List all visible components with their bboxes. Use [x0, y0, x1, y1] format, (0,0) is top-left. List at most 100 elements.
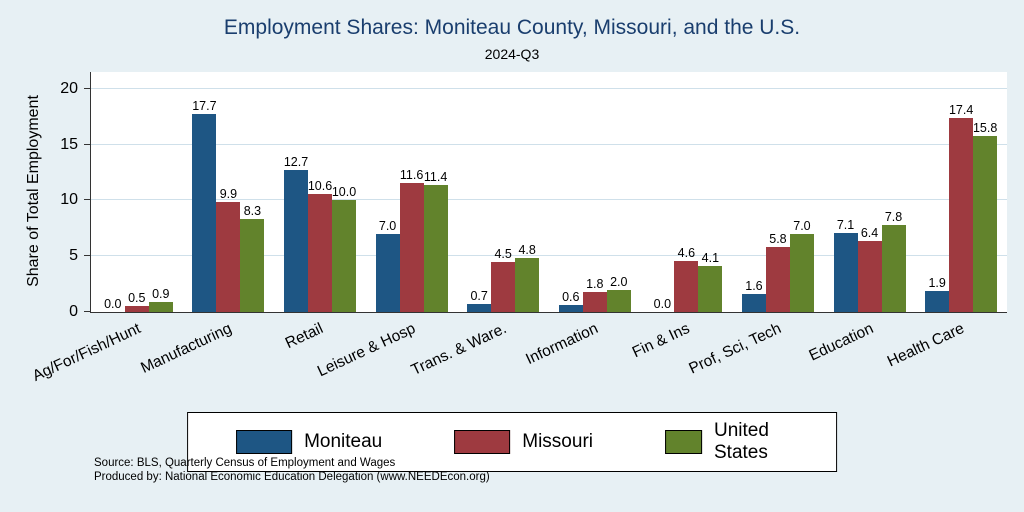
gridline	[91, 143, 1007, 145]
bar-group: 7.0 11.6 11.4	[366, 72, 458, 312]
bar	[925, 290, 950, 312]
source-line-2: Produced by: National Economic Education…	[94, 471, 490, 483]
bar-wrap: 0.5	[124, 72, 149, 312]
legend-swatch	[664, 430, 702, 454]
y-axis-label: Share of Total Employment	[25, 95, 42, 287]
bar-wrap: 6.4	[857, 72, 882, 312]
x-tick-label: Fin & Ins	[629, 320, 693, 362]
gridline	[91, 87, 1007, 89]
bar-wrap: 0.7	[467, 72, 492, 312]
bar-wrap: 1.8	[582, 72, 607, 312]
bar-value-label: 0.5	[128, 291, 146, 306]
bar	[240, 219, 265, 312]
bar	[216, 201, 241, 312]
bar-value-label: 5.8	[769, 232, 787, 247]
bar-value-label: 10.0	[331, 185, 357, 200]
bar-value-label: 0.0	[653, 297, 672, 311]
bar-wrap: 7.0	[789, 72, 814, 312]
bar-value-label: 4.6	[677, 245, 696, 260]
bar	[375, 233, 400, 312]
bar	[423, 184, 448, 312]
bar	[307, 193, 332, 312]
bar-wrap: 5.8	[765, 72, 790, 312]
y-tick-mark	[84, 143, 90, 145]
y-axis-ticks: 0 5 10 15 20	[52, 72, 90, 320]
x-tick-label: Retail	[283, 320, 327, 353]
bar-value-label: 1.8	[586, 276, 604, 291]
bar	[515, 258, 540, 312]
bar-wrap: 15.8	[973, 72, 997, 312]
bar-wrap: 17.4	[949, 72, 973, 312]
legend-swatch	[236, 430, 293, 454]
y-tick-label: 5	[69, 247, 78, 265]
legend-item: Moniteau	[236, 430, 382, 454]
legend-label: Moniteau	[304, 431, 383, 452]
bar	[124, 306, 149, 312]
bar-value-label: 0.6	[562, 290, 580, 305]
y-tick-mark	[84, 255, 90, 257]
x-axis-category: Information	[523, 314, 640, 394]
bar	[949, 117, 974, 312]
bar-value-label: 11.6	[399, 167, 424, 182]
bar-group: 0.7 4.5 4.8	[457, 72, 549, 312]
bar-value-label: 1.6	[745, 279, 763, 294]
bar-wrap: 0.9	[148, 72, 173, 312]
bar-wrap: 12.7	[284, 72, 308, 312]
x-axis-category: Manufacturing	[138, 314, 274, 394]
bar-value-label: 4.5	[494, 246, 512, 261]
bar-wrap: 7.8	[881, 72, 906, 312]
y-tick-label: 20	[60, 79, 78, 97]
bar-value-label: 12.7	[283, 155, 309, 170]
legend: Moniteau Missouri United States	[187, 412, 837, 472]
bar	[789, 233, 814, 312]
bar	[606, 289, 631, 312]
bar	[857, 240, 882, 312]
bar-wrap: 7.1	[833, 72, 858, 312]
bar	[558, 305, 583, 312]
bar-wrap: 7.0	[375, 72, 400, 312]
bar	[582, 291, 607, 312]
bar-group: 0.0 0.5 0.9	[91, 72, 183, 312]
bar-group: 17.7 9.9 8.3	[183, 72, 275, 312]
bar-value-label: 7.1	[836, 217, 855, 232]
bar-wrap: 1.9	[925, 72, 950, 312]
bar	[148, 301, 173, 312]
chart-subtitle: 2024-Q3	[484, 46, 540, 62]
bar-value-label: 17.7	[192, 99, 217, 114]
bar-value-label: 15.8	[972, 120, 998, 135]
bar-value-label: 7.8	[884, 209, 903, 224]
bar	[741, 294, 766, 312]
bar-wrap: 1.6	[741, 72, 766, 312]
legend-swatch	[454, 430, 511, 454]
x-axis-category: Health Care	[885, 314, 1006, 394]
bar-wrap: 11.6	[399, 72, 424, 312]
bar-groups: 0.0 0.5 0.9 17.7 9.9 8.3 12.7 10.6 10.0 7.0 11.6 11…	[91, 72, 1007, 312]
bar	[973, 135, 998, 312]
bar-wrap: 4.1	[698, 72, 723, 312]
bar-wrap: 4.5	[491, 72, 516, 312]
gridline	[91, 255, 1007, 257]
bar-wrap: 0.0	[650, 72, 674, 312]
bar-wrap: 8.3	[240, 72, 265, 312]
bar	[283, 170, 308, 312]
y-tick-label: 10	[60, 191, 78, 209]
y-tick-mark	[84, 87, 90, 89]
bar-value-label: 2.0	[610, 274, 628, 289]
bar-wrap: 10.6	[308, 72, 332, 312]
y-tick-mark	[84, 199, 90, 201]
bar	[881, 224, 906, 312]
y-tick-mark	[84, 311, 90, 312]
bar-group: 12.7 10.6 10.0	[274, 72, 366, 312]
x-tick-label: Ag/For/Fish/Hunt	[29, 320, 143, 385]
bar	[399, 182, 424, 312]
legend-item: United States	[664, 420, 788, 464]
bar	[192, 114, 217, 312]
legend-item: Missouri	[454, 430, 593, 454]
bar-value-label: 9.9	[219, 186, 238, 201]
legend-label: Missouri	[522, 431, 593, 452]
legend-label: United States	[713, 420, 769, 463]
bar	[674, 260, 699, 312]
plot-area: 0.0 0.5 0.9 17.7 9.9 8.3 12.7 10.6 10.0 7.0 11.6 11…	[90, 72, 1007, 313]
bar-value-label: 10.6	[307, 178, 333, 193]
